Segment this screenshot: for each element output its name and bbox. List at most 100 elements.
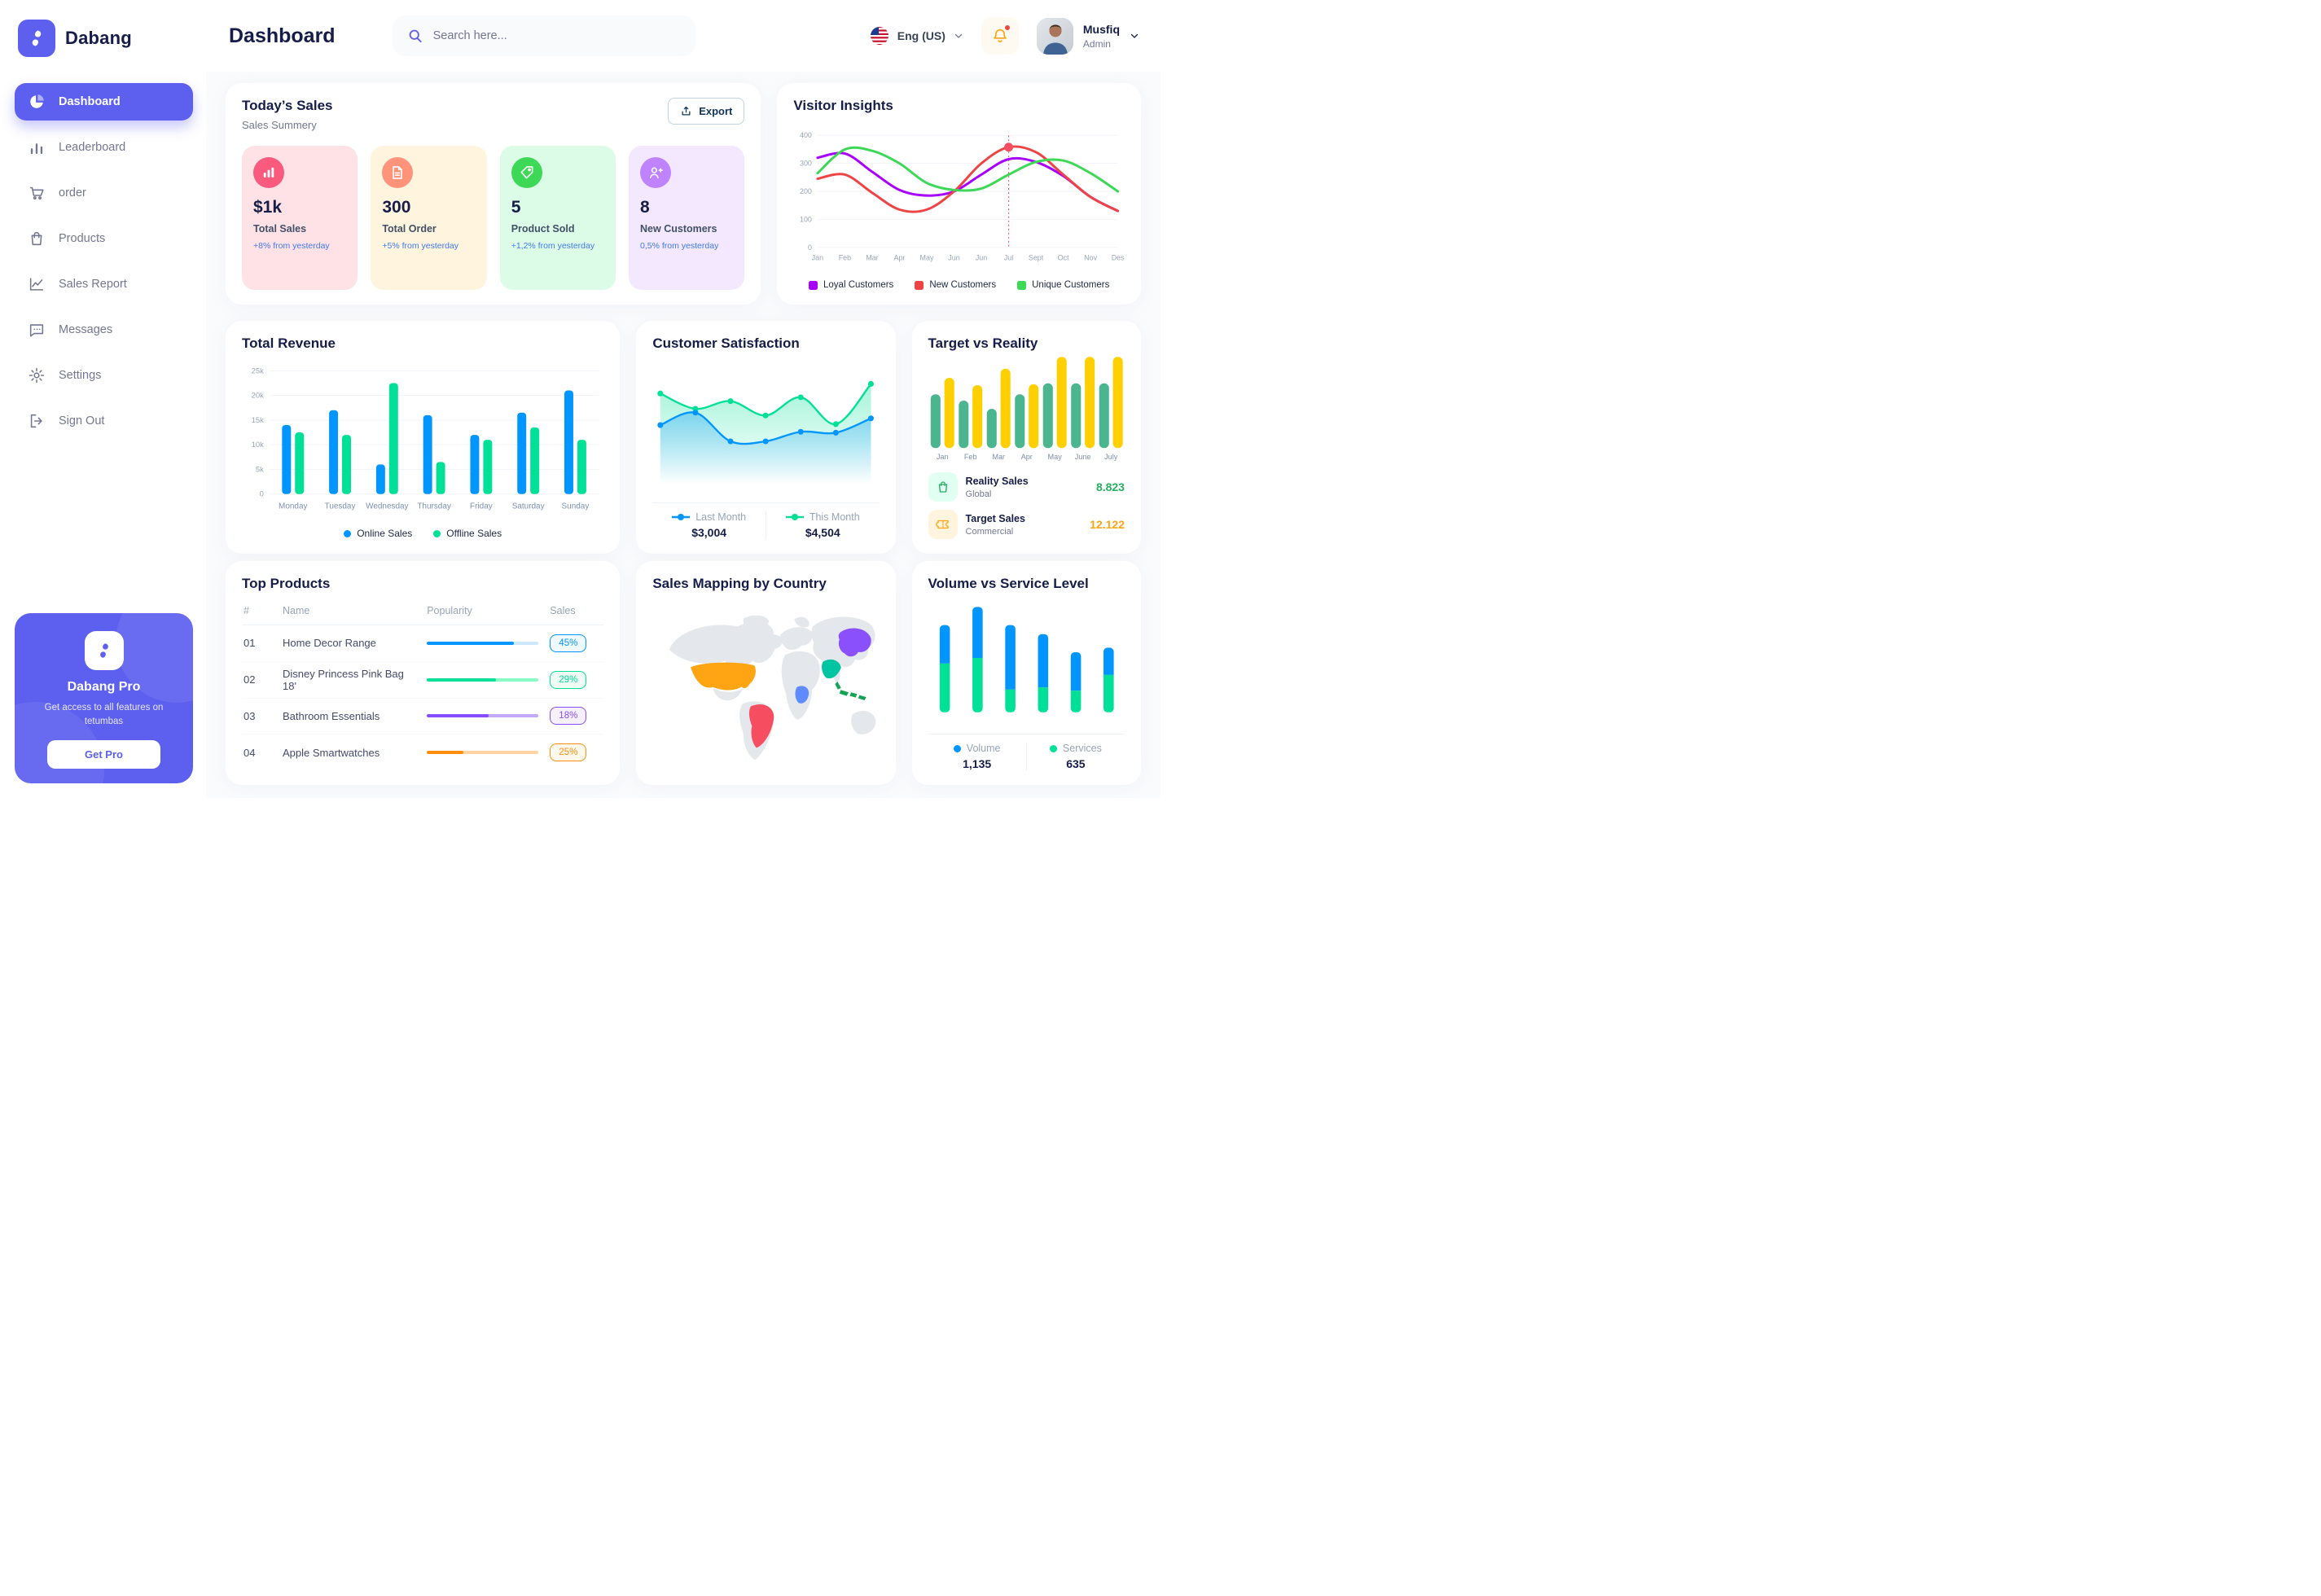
sales-card-total-sales: $1k Total Sales +8% from yesterday: [242, 146, 358, 290]
sidebar-item-leaderboard[interactable]: Leaderboard: [15, 129, 193, 166]
sidebar-item-messages[interactable]: Messages: [15, 311, 193, 349]
legend-item-online-sales: Online Sales: [344, 528, 412, 539]
product-name: Disney Princess Pink Bag 18': [283, 667, 404, 692]
world-map: [652, 592, 879, 770]
sales-card-label: Total Order: [382, 223, 437, 235]
language-selector[interactable]: Eng (US): [870, 26, 963, 46]
visitor-insights-panel: Visitor Insights 0 100 200 300 400 Jan Feb Mar A…: [777, 83, 1141, 305]
legend-swatch: [915, 280, 924, 290]
product-name: Apple Smartwatches: [283, 746, 380, 759]
search-box[interactable]: [392, 15, 695, 56]
svg-text:0: 0: [808, 243, 812, 252]
sales-badge: 25%: [550, 743, 587, 762]
export-button[interactable]: Export: [668, 98, 745, 125]
bar-chart-icon: [253, 157, 284, 188]
svg-text:Mar: Mar: [867, 254, 879, 262]
dashboard-content: Today’s Sales Sales Summery Export $1k T…: [206, 72, 1160, 798]
sales-card-label: Product Sold: [511, 223, 575, 235]
customer-satisfaction-chart: [652, 352, 879, 498]
bag-icon: [28, 230, 46, 248]
sidebar-item-order[interactable]: order: [15, 174, 193, 212]
sales-badge: 45%: [550, 634, 587, 652]
sales-card-value: 5: [511, 198, 521, 217]
profile-menu[interactable]: Musfiq Admin: [1036, 17, 1139, 55]
last-month-label: Last Month: [695, 511, 747, 523]
volume-vs-service-panel: Volume vs Service Level Volume 1,135: [911, 561, 1141, 785]
get-pro-button[interactable]: Get Pro: [47, 740, 160, 769]
svg-text:Oct: Oct: [1058, 254, 1069, 262]
ticket-icon: [928, 510, 958, 539]
svg-text:May: May: [1047, 453, 1062, 461]
svg-text:Jul: Jul: [1004, 254, 1013, 262]
legend-swatch: [1017, 280, 1027, 290]
svg-text:20k: 20k: [252, 392, 265, 401]
table-row-01: 01 Home Decor Range 45%: [242, 625, 604, 662]
sales-badge: 18%: [550, 707, 587, 726]
volume-dot-icon: [953, 744, 961, 752]
sidebar-item-dashboard[interactable]: Dashboard: [15, 83, 193, 121]
legend-item-loyal-customers: Loyal Customers: [809, 280, 893, 290]
sales-card-delta: +1,2% from yesterday: [511, 241, 595, 251]
sidebar: Dabang Dashboard Leaderboard order Products…: [0, 0, 206, 798]
svg-text:May: May: [920, 254, 934, 262]
svg-text:5k: 5k: [256, 465, 264, 474]
visitor-insights-chart: 0 100 200 300 400 Jan Feb Mar Apr May Jun Jun Jul Sep…: [793, 114, 1125, 280]
legend-dot: [433, 529, 441, 537]
target-vs-reality-title: Target vs Reality: [928, 335, 1038, 351]
legend-swatch: [809, 280, 818, 290]
pro-card-subtitle: Get access to all features on tetumbas: [44, 702, 164, 726]
services-dot-icon: [1049, 744, 1057, 752]
sidebar-item-sign-out[interactable]: Sign Out: [15, 402, 193, 440]
bell-icon: [994, 28, 1007, 43]
visitor-insights-legend: Loyal Customers New Customers Unique Custo…: [793, 280, 1125, 290]
page-title: Dashboard: [229, 24, 336, 47]
sidebar-item-sales-report[interactable]: Sales Report: [15, 265, 193, 303]
svg-text:Des: Des: [1112, 254, 1125, 262]
user-plus-icon: [640, 157, 672, 188]
svg-text:100: 100: [800, 215, 812, 223]
sidebar-item-products[interactable]: Products: [15, 220, 193, 257]
notifications-button[interactable]: [981, 17, 1019, 55]
total-revenue-panel: Total Revenue 0 5k 10k 15k 20k 25k Monday Tuesd…: [226, 321, 621, 554]
svg-text:0: 0: [260, 490, 264, 499]
line-chart-icon: [28, 275, 46, 293]
todays-sales-panel: Today’s Sales Sales Summery Export $1k T…: [226, 83, 761, 305]
sales-card-new-customers: 8 New Customers 0,5% from yesterday: [629, 146, 745, 290]
customer-satisfaction-title: Customer Satisfaction: [652, 335, 800, 351]
sales-mapping-panel: Sales Mapping by Country: [636, 561, 896, 785]
top-products-panel: Top Products # Name Popularity Sales 01 …: [226, 561, 621, 785]
svg-text:Thursday: Thursday: [417, 502, 451, 511]
svg-text:Feb: Feb: [963, 453, 976, 461]
cart-icon: [28, 184, 46, 202]
volume-vs-service-title: Volume vs Service Level: [928, 576, 1089, 591]
sales-card-value: 300: [382, 198, 411, 217]
svg-text:Nov: Nov: [1085, 254, 1098, 262]
svg-text:June: June: [1074, 453, 1090, 461]
sales-card-label: Total Sales: [253, 223, 307, 235]
reality-sales-label: Reality Sales: [965, 475, 1029, 487]
reality-sales-tag: Global: [965, 489, 992, 499]
sign-out-icon: [28, 412, 46, 430]
user-role: Admin: [1082, 37, 1111, 50]
bag-icon: [928, 472, 958, 502]
volume-label: Volume: [966, 743, 1001, 754]
search-input[interactable]: [432, 29, 681, 42]
last-month-marker-icon: [672, 514, 691, 520]
this-month-label: This Month: [809, 511, 860, 523]
sales-card-label: New Customers: [640, 223, 717, 235]
sidebar-item-settings[interactable]: Settings: [15, 357, 193, 394]
svg-text:Mar: Mar: [992, 453, 1005, 461]
us-flag-icon: [870, 26, 889, 46]
svg-text:Jan: Jan: [936, 453, 948, 461]
target-sales-value: 12.122: [1090, 518, 1125, 531]
volume-vs-service-legend: Volume 1,135 Services 635: [928, 734, 1125, 770]
product-num: 04: [244, 746, 256, 759]
svg-text:Monday: Monday: [279, 502, 307, 511]
top-header: Dashboard: [206, 0, 1160, 72]
svg-text:300: 300: [800, 160, 812, 168]
main-area: Dashboard: [206, 0, 1160, 798]
total-revenue-legend: Online Sales Offline Sales: [242, 528, 603, 539]
leaderboard-icon: [28, 138, 46, 156]
svg-text:Jan: Jan: [812, 254, 823, 262]
sales-summary-cards: $1k Total Sales +8% from yesterday 300 T…: [242, 146, 745, 290]
